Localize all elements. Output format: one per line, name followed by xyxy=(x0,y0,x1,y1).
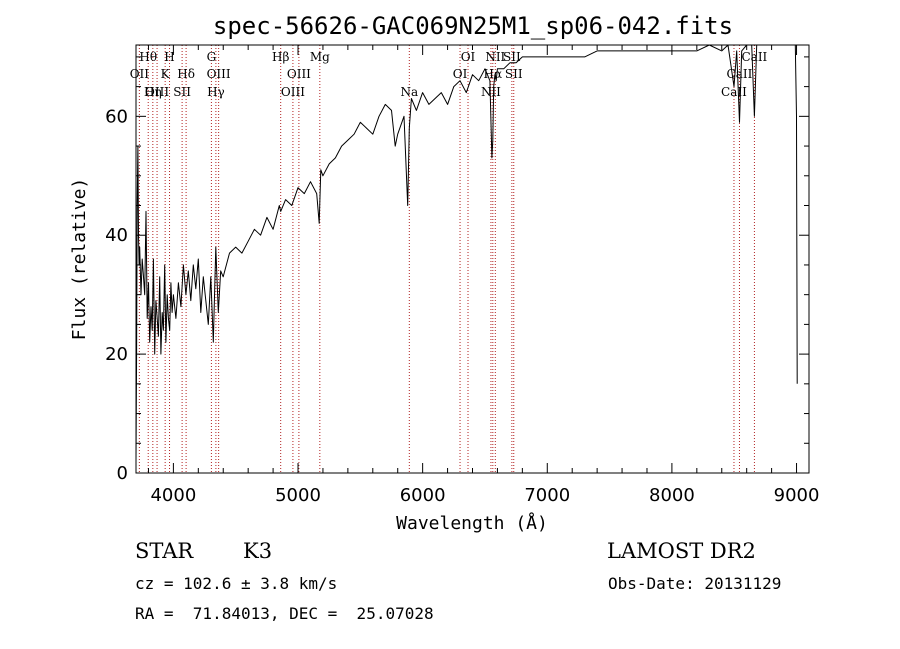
y-tick-label-3: 60 xyxy=(105,106,128,127)
line-label-18: NII xyxy=(485,50,505,64)
line-label-13: OIII xyxy=(281,85,305,99)
line-label-11: Hβ xyxy=(272,50,289,64)
line-label-8: G xyxy=(207,50,217,64)
object-subclass: K3 xyxy=(243,539,273,563)
series-layer xyxy=(135,44,798,462)
line-label-5: K xyxy=(161,67,171,81)
line-label-10: Hγ xyxy=(207,85,225,99)
line-label-0: Hθ xyxy=(139,50,157,64)
spectral-line-markers xyxy=(138,45,755,473)
chart-title: spec-56626-GAC069N25M1_sp06-042.fits xyxy=(213,12,733,40)
x-tick-label-1: 5000 xyxy=(275,485,321,506)
line-label-7: SII xyxy=(173,85,191,99)
x-tick-label-5: 9000 xyxy=(774,485,820,506)
line-label-19: SII xyxy=(503,50,521,64)
line-label-23: CaII xyxy=(741,50,767,64)
plot-frame xyxy=(135,44,810,474)
x-tick-label-4: 8000 xyxy=(649,485,695,506)
object-class: STAR xyxy=(135,539,194,563)
x-tick-label-0: 4000 xyxy=(150,485,196,506)
line-label-21: SII xyxy=(505,67,523,81)
line-label-22: NII xyxy=(481,85,501,99)
line-label-4: H xyxy=(164,50,174,64)
line-label-16: OI xyxy=(461,50,476,64)
x-tick-label-2: 6000 xyxy=(400,485,446,506)
x-tick-label-3: 7000 xyxy=(524,485,570,506)
line-label-1: OII xyxy=(130,67,150,81)
line-label-9: OIII xyxy=(207,67,231,81)
line-label-17: OI xyxy=(453,67,468,81)
line-label-15: Na xyxy=(400,85,418,99)
survey-name: LAMOST DR2 xyxy=(607,539,756,563)
series-line-flux xyxy=(135,44,798,462)
y-tick-label-0: 0 xyxy=(117,463,128,484)
line-label-2: OIII xyxy=(145,85,169,99)
line-label-25: CaII xyxy=(721,85,747,99)
y-tick-label-2: 40 xyxy=(105,225,128,246)
y-axis-label: Flux (relative) xyxy=(69,178,90,341)
radial-velocity: cz = 102.6 ± 3.8 km/s xyxy=(135,574,338,593)
line-label-14: Mg xyxy=(310,50,330,64)
line-label-20: Hα xyxy=(484,67,503,81)
observation-date: Obs-Date: 20131129 xyxy=(608,574,782,593)
coordinates: RA = 71.84013, DEC = 25.07028 xyxy=(135,604,434,623)
line-label-12: OIII xyxy=(287,67,311,81)
axis-ticks: 4000 5000 6000 7000 8000 9000 0 20 40 60 xyxy=(105,45,819,506)
line-label-3: Hη xyxy=(144,85,162,99)
y-tick-label-1: 20 xyxy=(105,344,128,365)
line-label-24: CaII xyxy=(727,67,753,81)
line-label-6: Hδ xyxy=(177,67,195,81)
x-axis-label: Wavelength (Å) xyxy=(396,512,548,534)
